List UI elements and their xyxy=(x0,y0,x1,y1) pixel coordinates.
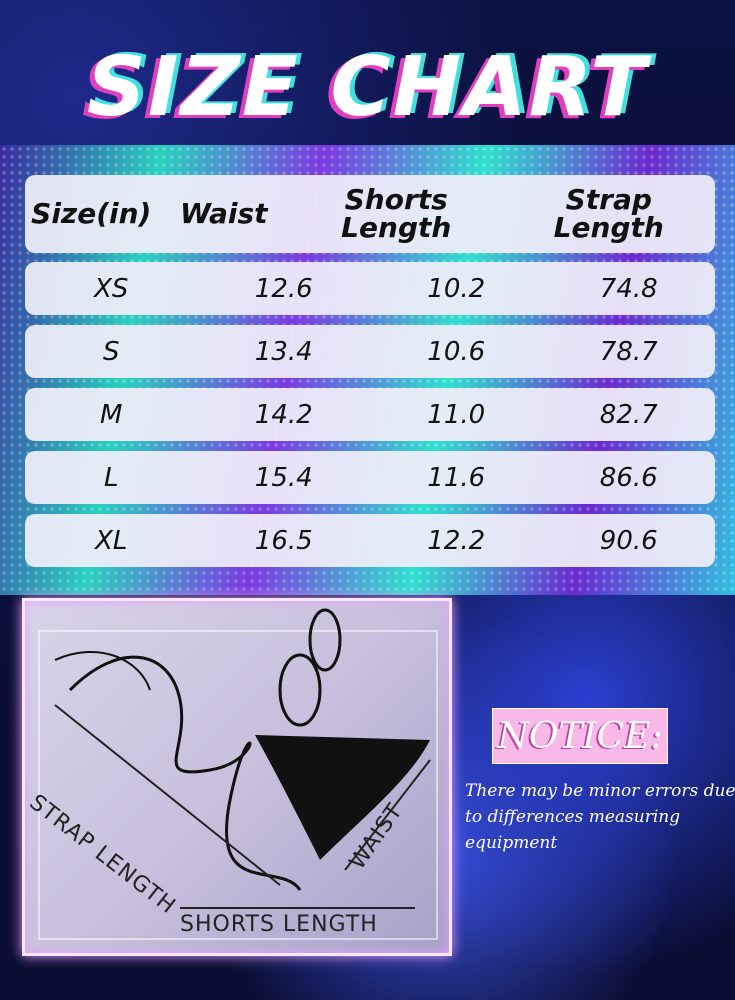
header-waist: Waist xyxy=(179,197,268,230)
cell-size: L xyxy=(104,462,119,493)
table-header-row: Size(in) Waist Shorts Length Strap Lengt… xyxy=(25,175,715,253)
header-strap-length: Strap Length xyxy=(553,183,664,244)
notice-heading: NOTICE: xyxy=(492,708,668,764)
cell-shorts-length: 11.0 xyxy=(427,399,486,430)
cell-shorts-length: 12.2 xyxy=(427,525,486,556)
table-row: L 15.4 11.6 86.6 xyxy=(25,451,715,504)
cell-strap-length: 90.6 xyxy=(599,525,658,556)
table-row: S 13.4 10.6 78.7 xyxy=(25,325,715,378)
cell-shorts-length: 11.6 xyxy=(427,462,486,493)
cell-size: XS xyxy=(94,273,129,304)
cell-size: XL xyxy=(95,525,128,556)
table-row: XL 16.5 12.2 90.6 xyxy=(25,514,715,567)
cell-shorts-length: 10.2 xyxy=(427,273,486,304)
cell-waist: 12.6 xyxy=(254,273,313,304)
cell-strap-length: 82.7 xyxy=(599,399,658,430)
header-size: Size(in) xyxy=(31,197,152,230)
cell-shorts-length: 10.6 xyxy=(427,336,486,367)
page-title: SIZE CHART xyxy=(86,40,649,135)
cell-waist: 16.5 xyxy=(254,525,313,556)
cell-waist: 14.2 xyxy=(254,399,313,430)
cell-strap-length: 86.6 xyxy=(599,462,658,493)
cell-strap-length: 78.7 xyxy=(599,336,658,367)
shorts-length-label: SHORTS LENGTH xyxy=(180,912,378,937)
table-row: XS 12.6 10.2 74.8 xyxy=(25,262,715,315)
notice-text: There may be minor errors due to differe… xyxy=(465,781,735,853)
cell-size: S xyxy=(102,336,120,367)
cell-strap-length: 74.8 xyxy=(599,273,658,304)
header-shorts-length: Shorts Length xyxy=(341,183,452,244)
cell-size: M xyxy=(100,399,123,430)
cell-waist: 15.4 xyxy=(254,462,313,493)
photo-inner-border xyxy=(38,630,438,940)
table-row: M 14.2 11.0 82.7 xyxy=(25,388,715,441)
cell-waist: 13.4 xyxy=(254,336,313,367)
